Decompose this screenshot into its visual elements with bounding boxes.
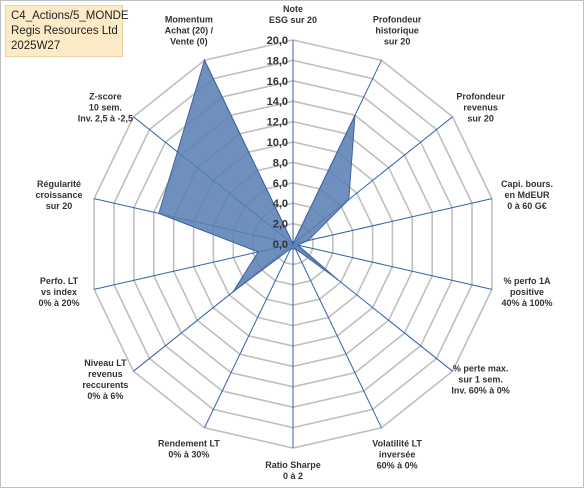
axis-category-label: Z-score 10 sem. Inv. 2,5 à -2,5 — [78, 92, 133, 124]
axis-category-label: Profondeur revenus sur 20 — [456, 92, 505, 124]
data-point — [176, 151, 179, 153]
axis-category-label: Rendement LT 0% à 30% — [158, 438, 220, 459]
data-point — [257, 251, 260, 253]
tick-label: 20,0 — [267, 35, 288, 47]
axis-category-label: Régularité croissance sur 20 — [35, 179, 82, 211]
tick-label: 14,0 — [267, 96, 288, 108]
axis-category-label: % perfo 1A positive 40% à 100% — [501, 276, 552, 308]
data-point — [290, 247, 292, 250]
axis-category-label: Capi. bours. en MdEUR 0 à 60 G€ — [501, 179, 553, 211]
data-point — [203, 59, 206, 61]
axis-spoke — [204, 243, 294, 429]
tick-label: 8,0 — [273, 157, 288, 169]
axis-category-label: Profondeur historique sur 20 — [373, 15, 422, 47]
axis-category-label: Niveau LT revenus reccurents 0% à 6% — [82, 358, 128, 401]
security-info-box: C4_Actions/5_MONDE Regis Resources Ltd 2… — [5, 5, 129, 57]
tick-label: 0,0 — [273, 239, 288, 251]
axis-category-label: Volatilité LT inversée 60% à 0% — [372, 438, 422, 470]
axis-spoke — [292, 243, 382, 429]
axis-category-label: Perfo. LT vs index 0% à 20% — [38, 276, 79, 308]
data-point — [307, 239, 309, 242]
company-name: Regis Resources Ltd — [11, 25, 118, 37]
axis-spoke — [292, 198, 492, 245]
data-point — [336, 278, 338, 280]
tick-label: 10,0 — [267, 137, 288, 149]
tick-label: 6,0 — [273, 178, 288, 190]
tick-label: 2,0 — [273, 219, 288, 231]
axis-spoke — [292, 243, 492, 290]
axis-category-label: % perte max. sur 1 sem. Inv. 60% à 0% — [451, 363, 509, 395]
data-point — [232, 290, 234, 293]
data-point — [348, 198, 350, 201]
data-series-area — [158, 58, 356, 293]
tick-label: 4,0 — [273, 198, 288, 210]
axis-category-label: Ratio Sharpe 0 à 2 — [265, 460, 321, 481]
tick-label: 16,0 — [267, 76, 288, 88]
data-point — [294, 247, 297, 250]
tick-label: 18,0 — [267, 55, 288, 67]
data-point — [158, 212, 160, 215]
tick-label: 12,0 — [267, 117, 288, 129]
data-point — [297, 244, 299, 246]
week-label: 2025W27 — [11, 40, 61, 52]
category-label: C4_Actions/5_MONDE — [11, 10, 129, 22]
data-point — [292, 248, 294, 250]
axis-category-label: Note ESG sur 20 — [269, 4, 317, 25]
data-point — [354, 114, 356, 117]
axis-category-label: Momentum Achat (20) / Vente (0) — [165, 15, 214, 47]
data-point — [292, 243, 294, 245]
